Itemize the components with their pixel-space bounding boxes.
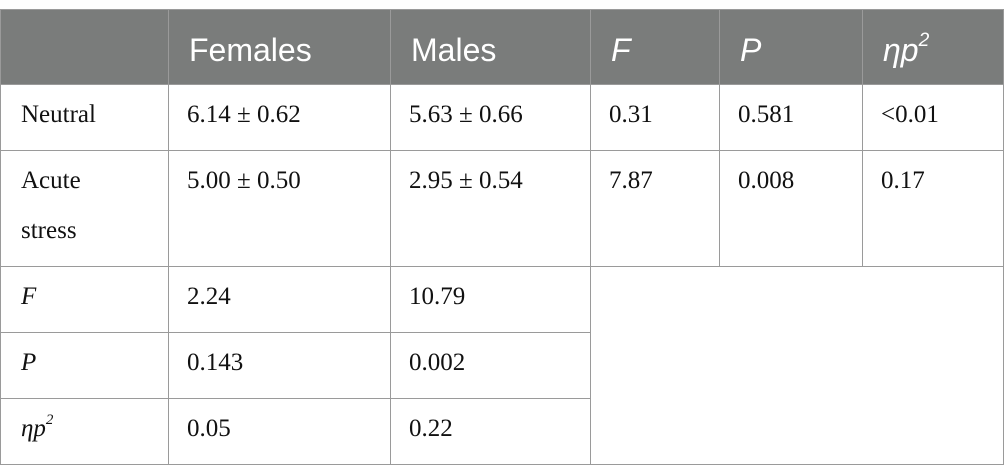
row-label-acute-stress: Acute stress bbox=[0, 150, 169, 267]
cell-neutral-p: 0.581 bbox=[719, 84, 863, 151]
row-label-eta-sup: 2 bbox=[45, 412, 54, 429]
row-label-acute: Acute bbox=[21, 167, 81, 194]
table-row-f: F 2.24 10.79 bbox=[0, 266, 1004, 465]
table-row-neutral: Neutral 6.14 ± 0.62 5.63 ± 0.66 0.31 0.5… bbox=[0, 84, 1004, 151]
cell-acute-p: 0.008 bbox=[719, 150, 863, 267]
cell-f-females: 2.24 bbox=[168, 266, 391, 333]
cell-neutral-males: 5.63 ± 0.66 bbox=[390, 84, 591, 151]
cell-p-males: 0.002 bbox=[390, 332, 591, 399]
row-label-eta: ηp2 bbox=[0, 398, 169, 465]
header-eta-base: ηp bbox=[883, 32, 919, 68]
table-row-p: P 0.143 0.002 bbox=[0, 332, 1004, 399]
row-label-eta-base: ηp bbox=[21, 415, 46, 442]
cell-acute-eta: 0.17 bbox=[862, 150, 1004, 267]
cell-neutral-females: 6.14 ± 0.62 bbox=[168, 84, 391, 151]
table-row-acute-stress: Acute stress 5.00 ± 0.50 2.95 ± 0.54 7.87… bbox=[0, 150, 1004, 267]
stats-table: Females Males F P ηp2 Neutral 6.14 ± 0.6… bbox=[0, 9, 1004, 465]
header-f: F bbox=[590, 9, 720, 85]
header-females: Females bbox=[168, 9, 391, 85]
empty-block bbox=[590, 266, 1004, 465]
cell-f-males: 10.79 bbox=[390, 266, 591, 333]
row-label-stress: stress bbox=[21, 217, 77, 244]
header-blank-cell bbox=[0, 9, 169, 85]
cell-eta-females: 0.05 bbox=[168, 398, 391, 465]
header-row: Females Males F P ηp2 bbox=[0, 9, 1004, 85]
cell-neutral-f: 0.31 bbox=[590, 84, 720, 151]
header-eta-p-squared: ηp2 bbox=[862, 9, 1004, 85]
cell-acute-f: 7.87 bbox=[590, 150, 720, 267]
row-label-p: P bbox=[0, 332, 169, 399]
row-label-neutral: Neutral bbox=[0, 84, 169, 151]
cell-neutral-eta: <0.01 bbox=[862, 84, 1004, 151]
cell-p-females: 0.143 bbox=[168, 332, 391, 399]
header-eta-sup: 2 bbox=[918, 30, 930, 52]
cell-eta-males: 0.22 bbox=[390, 398, 591, 465]
header-males: Males bbox=[390, 9, 591, 85]
cell-acute-males: 2.95 ± 0.54 bbox=[390, 150, 591, 267]
cell-acute-females: 5.00 ± 0.50 bbox=[168, 150, 391, 267]
header-p: P bbox=[719, 9, 863, 85]
row-label-f: F bbox=[0, 266, 169, 333]
